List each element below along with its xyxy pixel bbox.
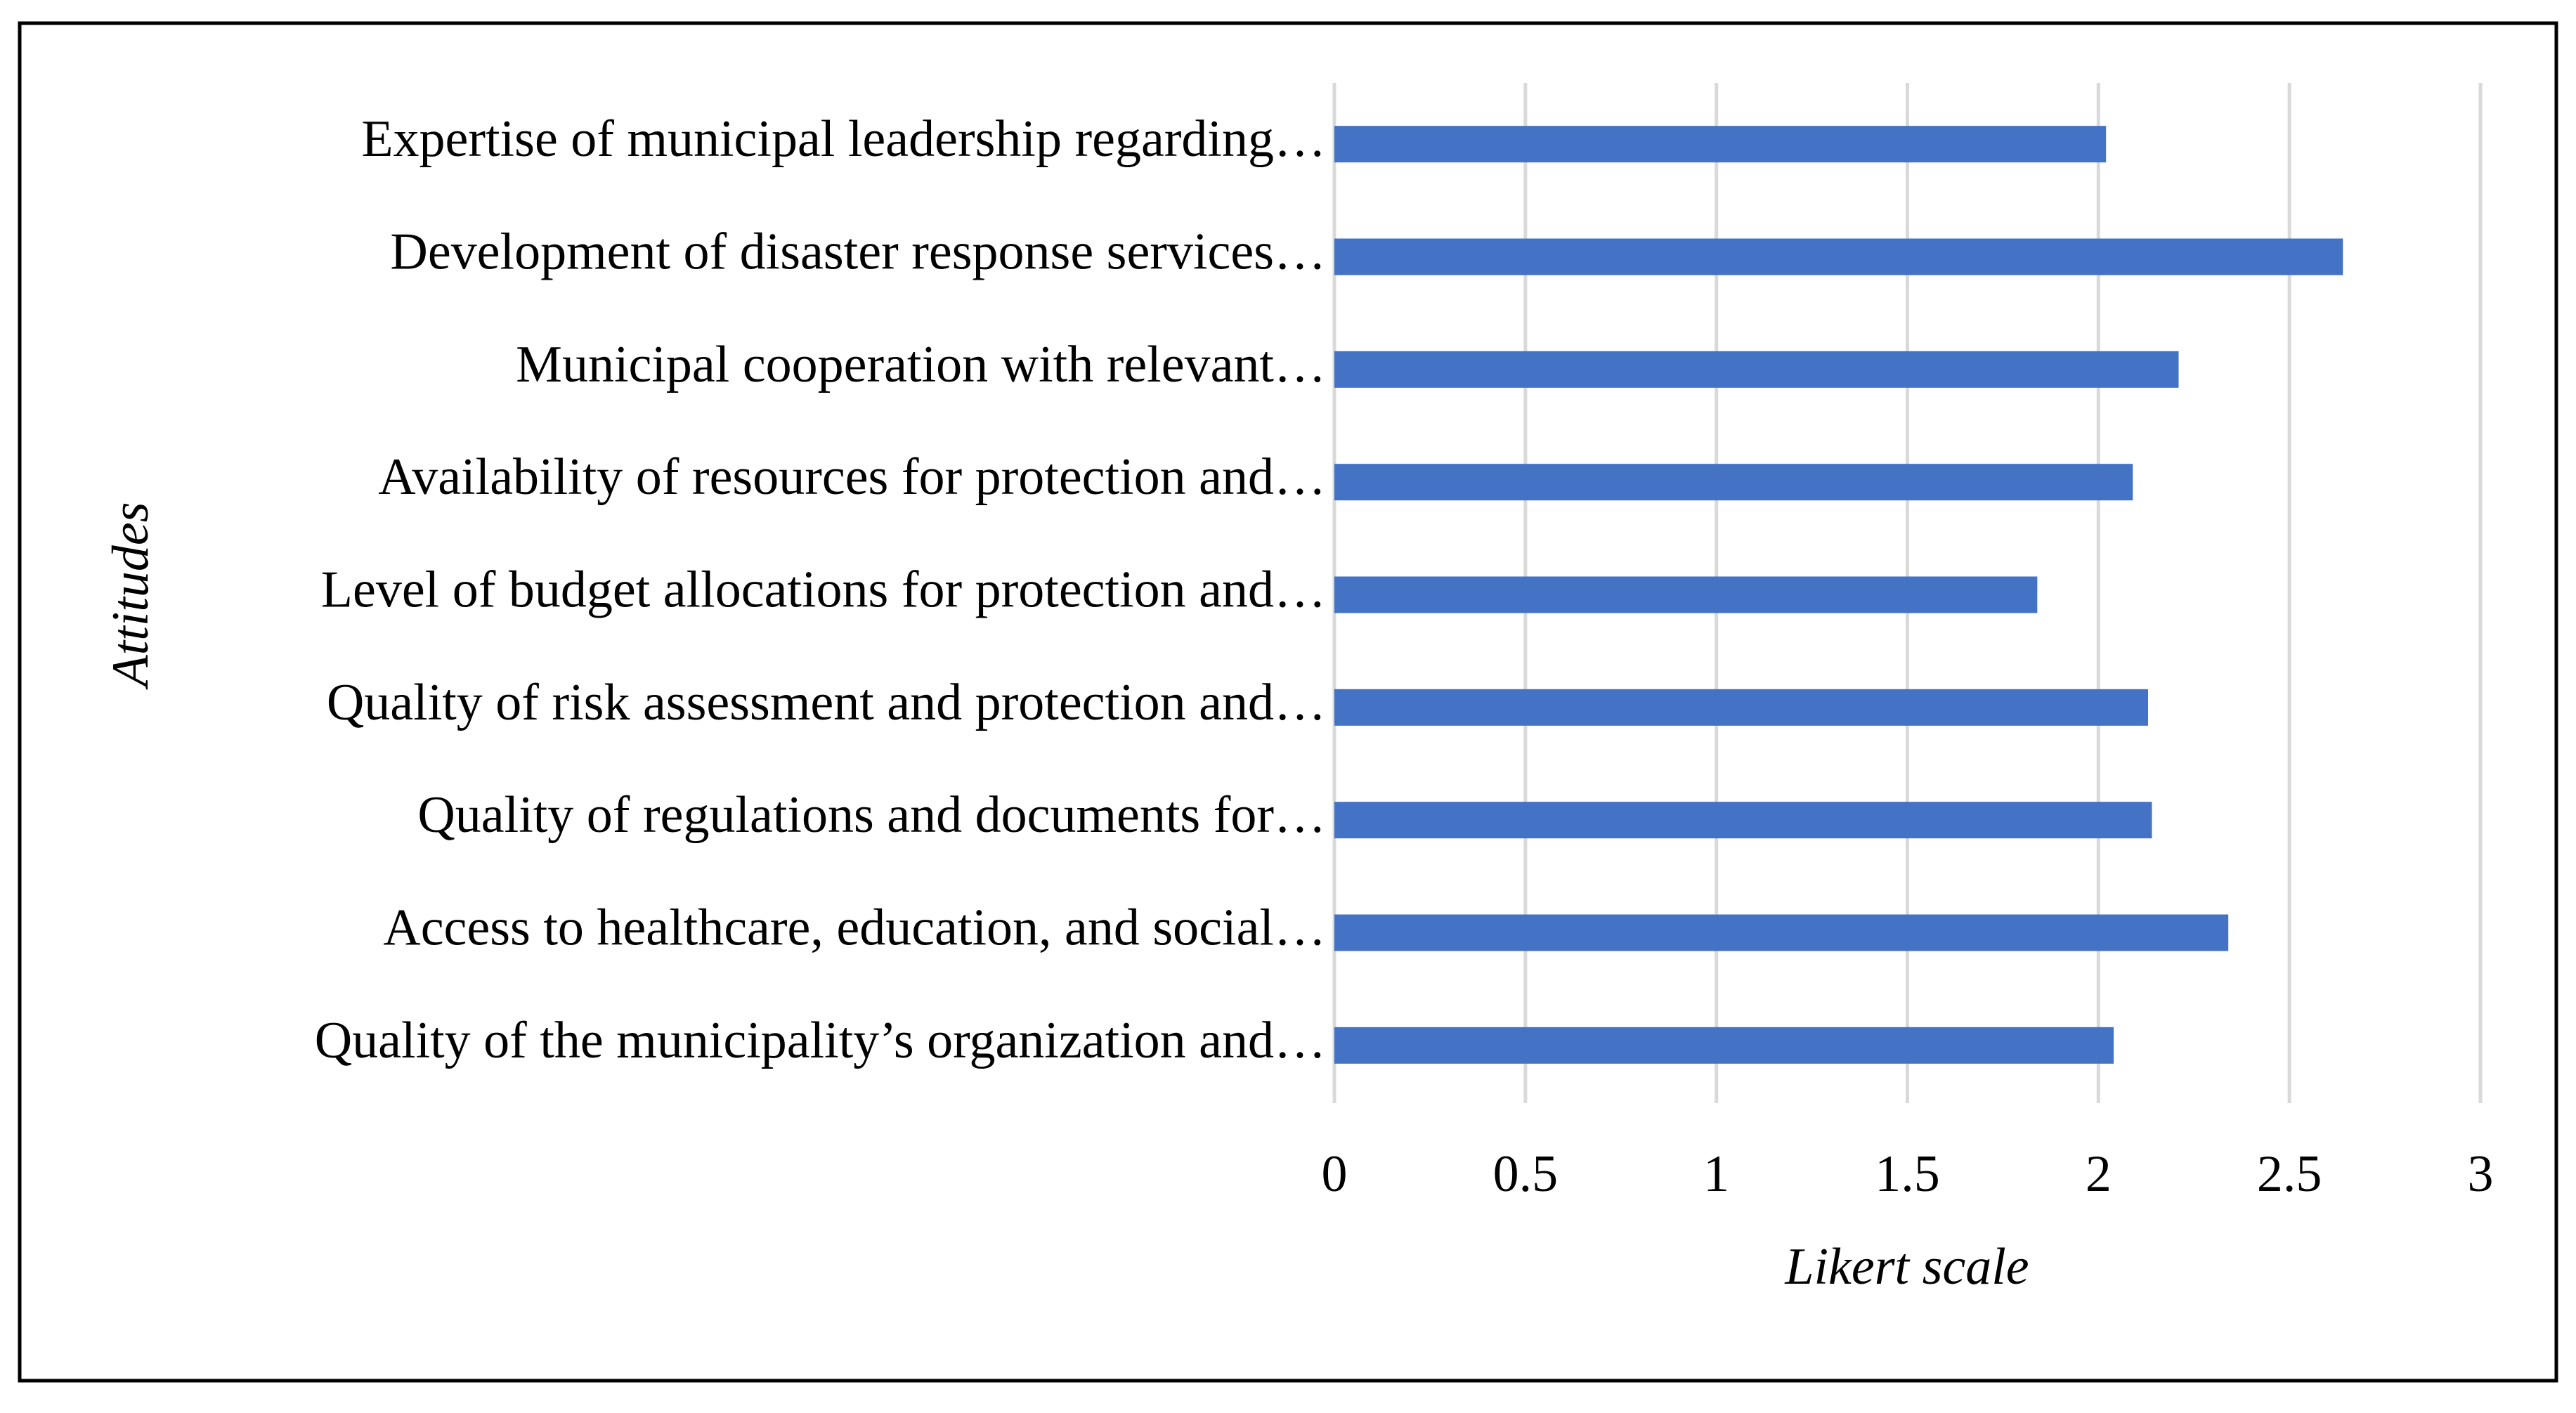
y-tick-label: Quality of the municipality’s organizati… (315, 1012, 1326, 1069)
y-tick-label: Availability of resources for protection… (378, 448, 1326, 506)
bar (1334, 914, 2229, 951)
bar (1334, 238, 2343, 275)
y-tick-label: Expertise of municipal leadership regard… (361, 110, 1326, 168)
y-tick-label: Quality of regulations and documents for… (417, 786, 1326, 844)
x-tick-label: 1.5 (1875, 1145, 1940, 1203)
bar (1334, 1027, 2114, 1064)
y-tick-label: Level of budget allocations for protecti… (321, 561, 1326, 618)
x-tick-label: 2.5 (2257, 1145, 2322, 1203)
bar (1334, 126, 2107, 163)
x-tick-label: 2 (2086, 1145, 2112, 1203)
x-tick-label: 0 (1322, 1145, 1348, 1203)
x-axis-title: Likert scale (1784, 1238, 2029, 1296)
y-tick-label: Quality of risk assessment and protectio… (327, 674, 1326, 731)
x-tick-label: 3 (2468, 1145, 2494, 1203)
bar (1334, 464, 2133, 501)
x-tick-label: 0.5 (1493, 1145, 1559, 1203)
y-tick-label: Access to healthcare, education, and soc… (383, 899, 1326, 956)
y-tick-label: Development of disaster response service… (390, 223, 1326, 280)
bar (1334, 576, 2038, 613)
y-axis-title: Attitudes (102, 502, 160, 690)
y-tick-label: Municipal cooperation with relevant… (516, 336, 1326, 393)
x-tick-label: 1 (1703, 1145, 1729, 1203)
bar (1334, 689, 2149, 726)
bar (1334, 351, 2179, 388)
bar (1334, 802, 2152, 839)
